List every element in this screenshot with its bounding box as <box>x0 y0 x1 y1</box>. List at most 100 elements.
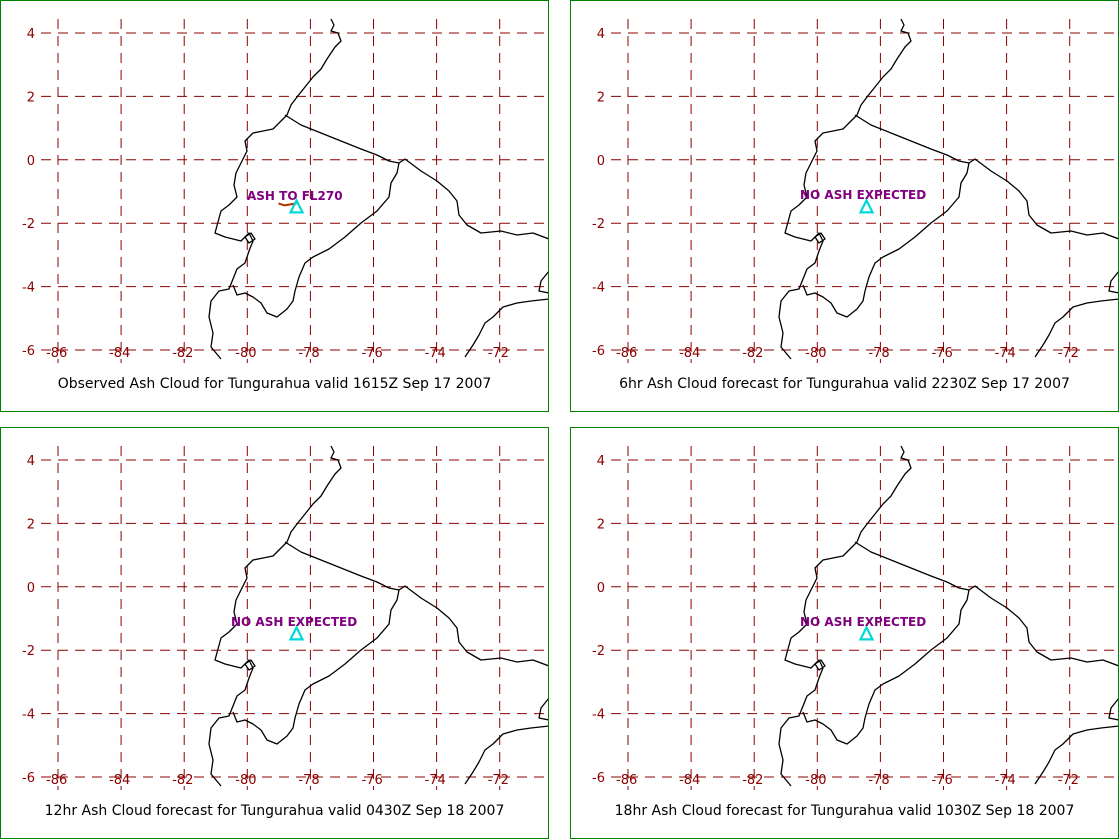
ash-label: NO ASH EXPECTED <box>800 188 926 202</box>
ash-label: ASH TO FL270 <box>247 189 343 203</box>
lon-tick-label: -82 <box>172 773 193 788</box>
map-grid <box>41 19 548 363</box>
lon-tick-label: -78 <box>868 346 889 361</box>
ash-label: NO ASH EXPECTED <box>800 615 926 629</box>
coastline-segment <box>538 698 548 721</box>
lat-tick-labels: 4 2 0 -2 -4 -6 <box>22 454 35 786</box>
triangle-icon <box>858 624 875 641</box>
coastline-segment <box>232 162 400 318</box>
coastline-segment <box>1108 271 1118 294</box>
ash-panel-observed: -86 -84 -82 -80 -78 -76 -74 -72 4 2 0 -2 -4 -6 ASH T… <box>0 0 549 412</box>
lat-tick-label: 2 <box>27 517 35 532</box>
lon-tick-label: -86 <box>46 346 67 361</box>
lon-tick-label: -76 <box>932 346 953 361</box>
volcano-marker <box>288 197 305 214</box>
lon-tick-label: -76 <box>362 773 383 788</box>
lon-tick-label: -82 <box>742 773 763 788</box>
lat-tick-label: 0 <box>27 154 35 169</box>
lat-tick-label: -6 <box>592 344 605 359</box>
lon-tick-label: -72 <box>488 346 509 361</box>
volcano-marker <box>858 197 875 214</box>
coastline-segment <box>244 232 256 244</box>
lon-tick-label: -82 <box>742 346 763 361</box>
lat-tick-labels: 4 2 0 -2 -4 -6 <box>592 454 605 786</box>
lon-tick-label: -84 <box>109 346 130 361</box>
lat-tick-label: -4 <box>22 281 35 296</box>
coastline-segment <box>854 541 1118 667</box>
coastline <box>778 18 1118 360</box>
coastline-segment <box>208 445 342 787</box>
lat-tick-label: 0 <box>597 154 605 169</box>
lon-tick-label: -84 <box>679 773 700 788</box>
coastline-segment <box>284 114 548 240</box>
coastline-segment <box>854 114 1118 240</box>
lat-tick-label: -6 <box>22 344 35 359</box>
lon-tick-label: -80 <box>805 346 826 361</box>
panel-caption: 6hr Ash Cloud forecast for Tungurahua va… <box>619 376 1070 392</box>
lon-tick-label: -86 <box>616 773 637 788</box>
coastline <box>208 445 548 787</box>
lat-tick-label: -2 <box>592 644 605 659</box>
coastline-segment <box>778 445 912 787</box>
lat-tick-labels: 4 2 0 -2 -4 -6 <box>592 27 605 359</box>
lon-tick-label: -74 <box>425 773 446 788</box>
lon-tick-label: -80 <box>235 773 256 788</box>
lat-tick-labels: 4 2 0 -2 -4 -6 <box>22 27 35 359</box>
lon-tick-labels: -86 -84 -82 -80 -78 -76 -74 -72 <box>46 773 509 788</box>
lat-tick-label: 4 <box>27 454 35 469</box>
lon-tick-label: -84 <box>109 773 130 788</box>
lat-tick-label: 4 <box>597 454 605 469</box>
lat-tick-label: -4 <box>592 281 605 296</box>
lon-tick-label: -80 <box>805 773 826 788</box>
coastline-segment <box>1034 298 1118 358</box>
lon-tick-label: -74 <box>995 773 1016 788</box>
coastline-segment <box>232 589 400 745</box>
coastline-segment <box>284 541 548 667</box>
lon-tick-label: -84 <box>679 346 700 361</box>
lon-tick-label: -72 <box>488 773 509 788</box>
ash-cloud <box>278 202 297 207</box>
coastline-segment <box>208 18 342 360</box>
coastline-segment <box>464 298 548 358</box>
lat-tick-label: 0 <box>27 581 35 596</box>
map-grid <box>41 446 548 790</box>
lat-tick-label: 2 <box>597 90 605 105</box>
lon-tick-labels: -86 -84 -82 -80 -78 -76 -74 -72 <box>616 773 1079 788</box>
lon-tick-label: -78 <box>298 346 319 361</box>
lon-tick-label: -74 <box>995 346 1016 361</box>
map-canvas: -86 -84 -82 -80 -78 -76 -74 -72 4 2 0 -2 -4 -6 NO AS… <box>592 445 1118 790</box>
lat-tick-label: -2 <box>592 217 605 232</box>
lat-tick-label: -6 <box>22 771 35 786</box>
coastline-segment <box>814 232 826 244</box>
lat-tick-label: -4 <box>22 708 35 723</box>
lat-tick-label: -4 <box>592 708 605 723</box>
map-grid <box>611 19 1118 363</box>
volcano-marker <box>288 624 305 641</box>
lat-tick-label: 4 <box>27 27 35 42</box>
panel-caption: 12hr Ash Cloud forecast for Tungurahua v… <box>44 803 505 819</box>
lat-tick-label: 4 <box>597 27 605 42</box>
lat-tick-label: 0 <box>597 581 605 596</box>
ash-label: NO ASH EXPECTED <box>231 615 357 629</box>
coastline-segment <box>778 18 912 360</box>
ash-panel-18hr: -86 -84 -82 -80 -78 -76 -74 -72 4 2 0 -2 -4 -6 NO AS… <box>570 427 1119 839</box>
lon-tick-label: -82 <box>172 346 193 361</box>
map-canvas: -86 -84 -82 -80 -78 -76 -74 -72 4 2 0 -2 -4 -6 NO AS… <box>22 445 548 790</box>
lat-tick-label: -2 <box>22 217 35 232</box>
lon-tick-label: -86 <box>46 773 67 788</box>
coastline-segment <box>244 659 256 671</box>
lon-tick-label: -76 <box>362 346 383 361</box>
ash-panel-6hr: -86 -84 -82 -80 -78 -76 -74 -72 4 2 0 -2 -4 -6 NO AS… <box>570 0 1119 412</box>
coastline-segment <box>814 659 826 671</box>
lon-tick-label: -78 <box>298 773 319 788</box>
coastline-segment <box>464 725 548 785</box>
ash-panel-12hr: -86 -84 -82 -80 -78 -76 -74 -72 4 2 0 -2 -4 -6 NO AS… <box>0 427 549 839</box>
coastline <box>778 445 1118 787</box>
triangle-icon <box>288 624 305 641</box>
coastline <box>208 18 548 360</box>
lon-tick-label: -72 <box>1058 773 1079 788</box>
lat-tick-label: 2 <box>27 90 35 105</box>
lon-tick-label: -86 <box>616 346 637 361</box>
lon-tick-label: -74 <box>425 346 446 361</box>
panel-caption: Observed Ash Cloud for Tungurahua valid … <box>57 376 492 392</box>
